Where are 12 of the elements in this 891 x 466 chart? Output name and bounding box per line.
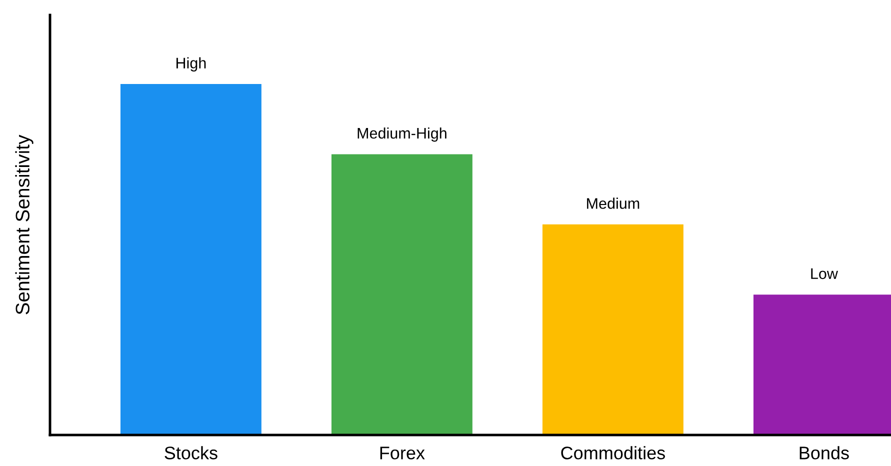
- x-tick-label: Commodities: [561, 446, 665, 460]
- annotation: Medium: [587, 198, 640, 209]
- x-tick-label: Stocks: [164, 446, 218, 460]
- y-axis-title: Sentiment Sensitivity: [15, 134, 34, 314]
- x-tick-label: Bonds: [800, 446, 849, 460]
- x-tick-label: Forex: [380, 446, 425, 460]
- annotation: High: [176, 57, 206, 72]
- bar: [331, 154, 472, 435]
- annotation: Medium-High: [358, 127, 446, 142]
- bar: [120, 84, 262, 435]
- bar: [542, 224, 684, 435]
- annotation: Low: [811, 268, 838, 280]
